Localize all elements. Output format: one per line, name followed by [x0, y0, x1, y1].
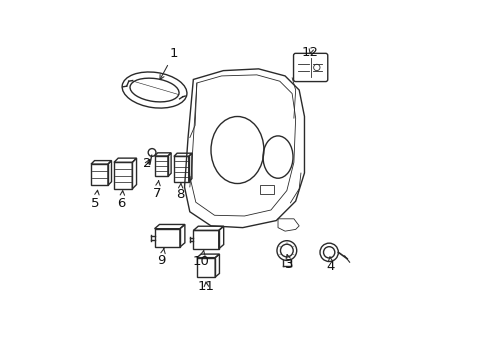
Bar [193, 230, 218, 249]
Bar [114, 162, 132, 189]
Text: 10: 10 [193, 250, 209, 268]
Bar [260, 185, 274, 194]
Text: 2: 2 [143, 157, 151, 170]
Text: 7: 7 [152, 181, 161, 199]
Text: 4: 4 [326, 257, 334, 273]
Text: 8: 8 [176, 183, 184, 201]
Text: 3: 3 [285, 255, 293, 271]
Text: 12: 12 [302, 46, 318, 59]
Bar [154, 156, 167, 176]
Text: 9: 9 [157, 248, 165, 267]
Text: 5: 5 [91, 190, 100, 211]
Bar [174, 156, 188, 182]
Text: 1: 1 [160, 47, 178, 80]
Text: 6: 6 [117, 191, 125, 211]
Bar [154, 229, 180, 247]
Bar [91, 164, 108, 185]
Text: 11: 11 [198, 280, 214, 293]
Bar [197, 258, 215, 277]
